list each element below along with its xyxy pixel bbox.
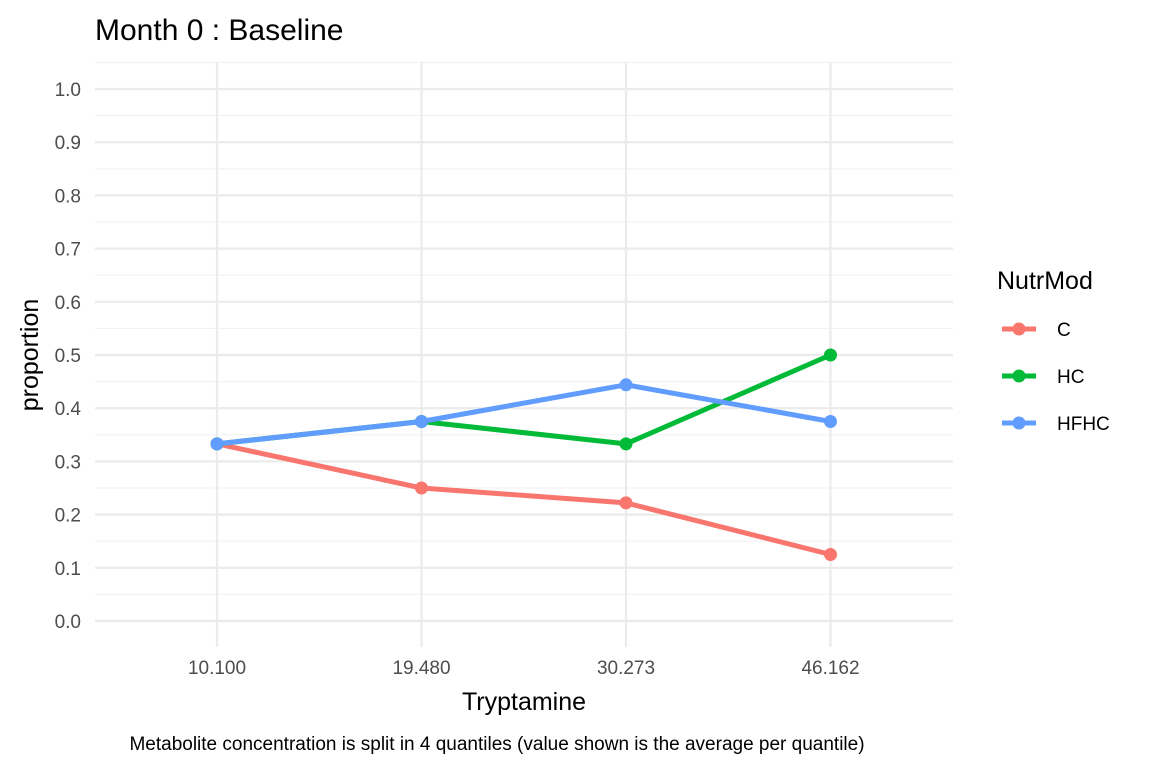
series-line — [216, 352, 832, 447]
data-point — [824, 415, 837, 428]
x-axis-title: Tryptamine — [462, 688, 586, 716]
data-point — [210, 437, 224, 451]
legend-item-hfhc: HFHC — [1002, 414, 1110, 435]
series-line — [216, 382, 831, 447]
y-tick-label: 0.5 — [55, 346, 81, 367]
y-tick-label: 0.6 — [55, 293, 81, 314]
series-layer — [210, 348, 837, 561]
series-c — [210, 437, 837, 561]
legend-item-hc: HC — [1002, 367, 1084, 388]
y-axis-tick-labels: 0.0 0.1 0.2 0.3 0.4 0.5 0.6 0.7 0.8 0.9 1.0 — [55, 80, 82, 633]
legend-items: C HC HFHC — [1002, 320, 1110, 435]
x-tick-label: 30.273 — [597, 658, 655, 679]
y-tick-label: 0.9 — [55, 133, 81, 154]
y-tick-label: 0.4 — [55, 399, 82, 420]
data-point — [415, 415, 428, 428]
y-tick-label: 0.3 — [55, 452, 81, 473]
data-point — [619, 496, 633, 510]
plot-grid — [95, 61, 953, 647]
legend-item-c: C — [1002, 320, 1071, 341]
x-tick-label: 10.100 — [188, 658, 246, 679]
chart-title: Month 0 : Baseline — [95, 14, 343, 47]
series-line — [216, 441, 832, 557]
legend-key-point — [1012, 369, 1026, 383]
legend-label: HC — [1057, 367, 1084, 388]
legend-key-point — [1012, 416, 1026, 430]
y-tick-label: 0.7 — [55, 240, 81, 261]
legend-title: NutrMod — [997, 267, 1093, 295]
y-tick-label: 0.0 — [55, 612, 81, 633]
legend-label: HFHC — [1057, 414, 1110, 435]
y-axis-title: proportion — [16, 299, 44, 412]
legend: NutrMod C HC HFHC — [997, 267, 1110, 435]
y-tick-label: 0.8 — [55, 186, 81, 207]
y-tick-label: 0.2 — [55, 506, 81, 527]
data-point — [415, 481, 428, 495]
y-tick-label: 1.0 — [55, 80, 81, 101]
legend-label: C — [1057, 320, 1071, 341]
data-point — [824, 348, 837, 362]
legend-key-point — [1012, 322, 1026, 336]
series-hfhc — [210, 378, 837, 451]
chart-caption: Metabolite concentration is split in 4 q… — [129, 734, 864, 755]
data-point — [619, 378, 633, 392]
x-axis-tick-labels: 10.100 19.480 30.273 46.162 — [188, 658, 860, 679]
data-point — [824, 548, 837, 561]
x-tick-label: 19.480 — [392, 658, 450, 679]
x-tick-label: 46.162 — [801, 658, 859, 679]
y-tick-label: 0.1 — [55, 559, 81, 580]
data-point — [619, 437, 633, 451]
